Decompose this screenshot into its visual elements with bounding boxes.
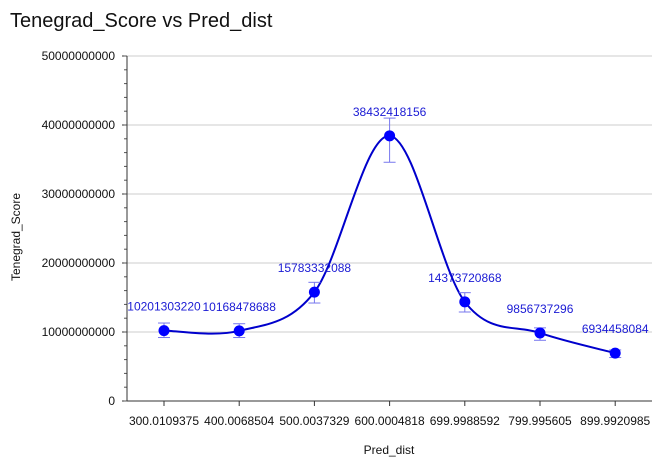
series: 10201303220 10168478688 15783332088 3843241… — [127, 105, 649, 359]
axes: 0 10000000000 20000000000 30000000000 400000… — [42, 49, 652, 428]
grid-lines — [127, 55, 652, 333]
x-tick-label: 300.0109375 — [129, 414, 199, 428]
x-tick-label: 699.9988592 — [430, 414, 500, 428]
x-tick-label: 500.0037329 — [279, 414, 349, 428]
y-tick-label: 30000000000 — [42, 187, 116, 201]
x-tick-label: 400.0068504 — [204, 414, 274, 428]
data-point — [534, 327, 546, 339]
data-point — [308, 286, 320, 298]
y-tick-label: 20000000000 — [42, 256, 116, 270]
data-label: 15783332088 — [278, 261, 352, 275]
y-tick-label: 10000000000 — [42, 325, 116, 339]
x-tick-label: 799.995605 — [508, 414, 572, 428]
data-point — [233, 325, 245, 337]
series-line — [163, 134, 616, 355]
data-label: 38432418156 — [353, 105, 427, 119]
data-label: 14373720868 — [428, 271, 502, 285]
data-label: 9856737296 — [507, 302, 574, 316]
data-label: 10201303220 — [127, 300, 201, 314]
data-point — [384, 130, 396, 142]
data-point — [609, 347, 621, 359]
data-point — [459, 296, 471, 308]
y-tick-label: 50000000000 — [42, 49, 116, 63]
x-tick-label: 899.9920985 — [580, 414, 650, 428]
data-label: 6934458084 — [582, 322, 649, 336]
x-tick-label: 600.0004818 — [355, 414, 425, 428]
data-label: 10168478688 — [202, 300, 276, 314]
data-point — [158, 325, 170, 337]
x-axis-title: Pred_dist — [364, 443, 415, 457]
y-tick-label: 40000000000 — [42, 118, 116, 132]
y-tick-label: 0 — [108, 394, 115, 408]
chart-title: Tenegrad_Score vs Pred_dist — [10, 10, 273, 32]
y-axis-title: Tenegrad_Score — [9, 193, 23, 281]
